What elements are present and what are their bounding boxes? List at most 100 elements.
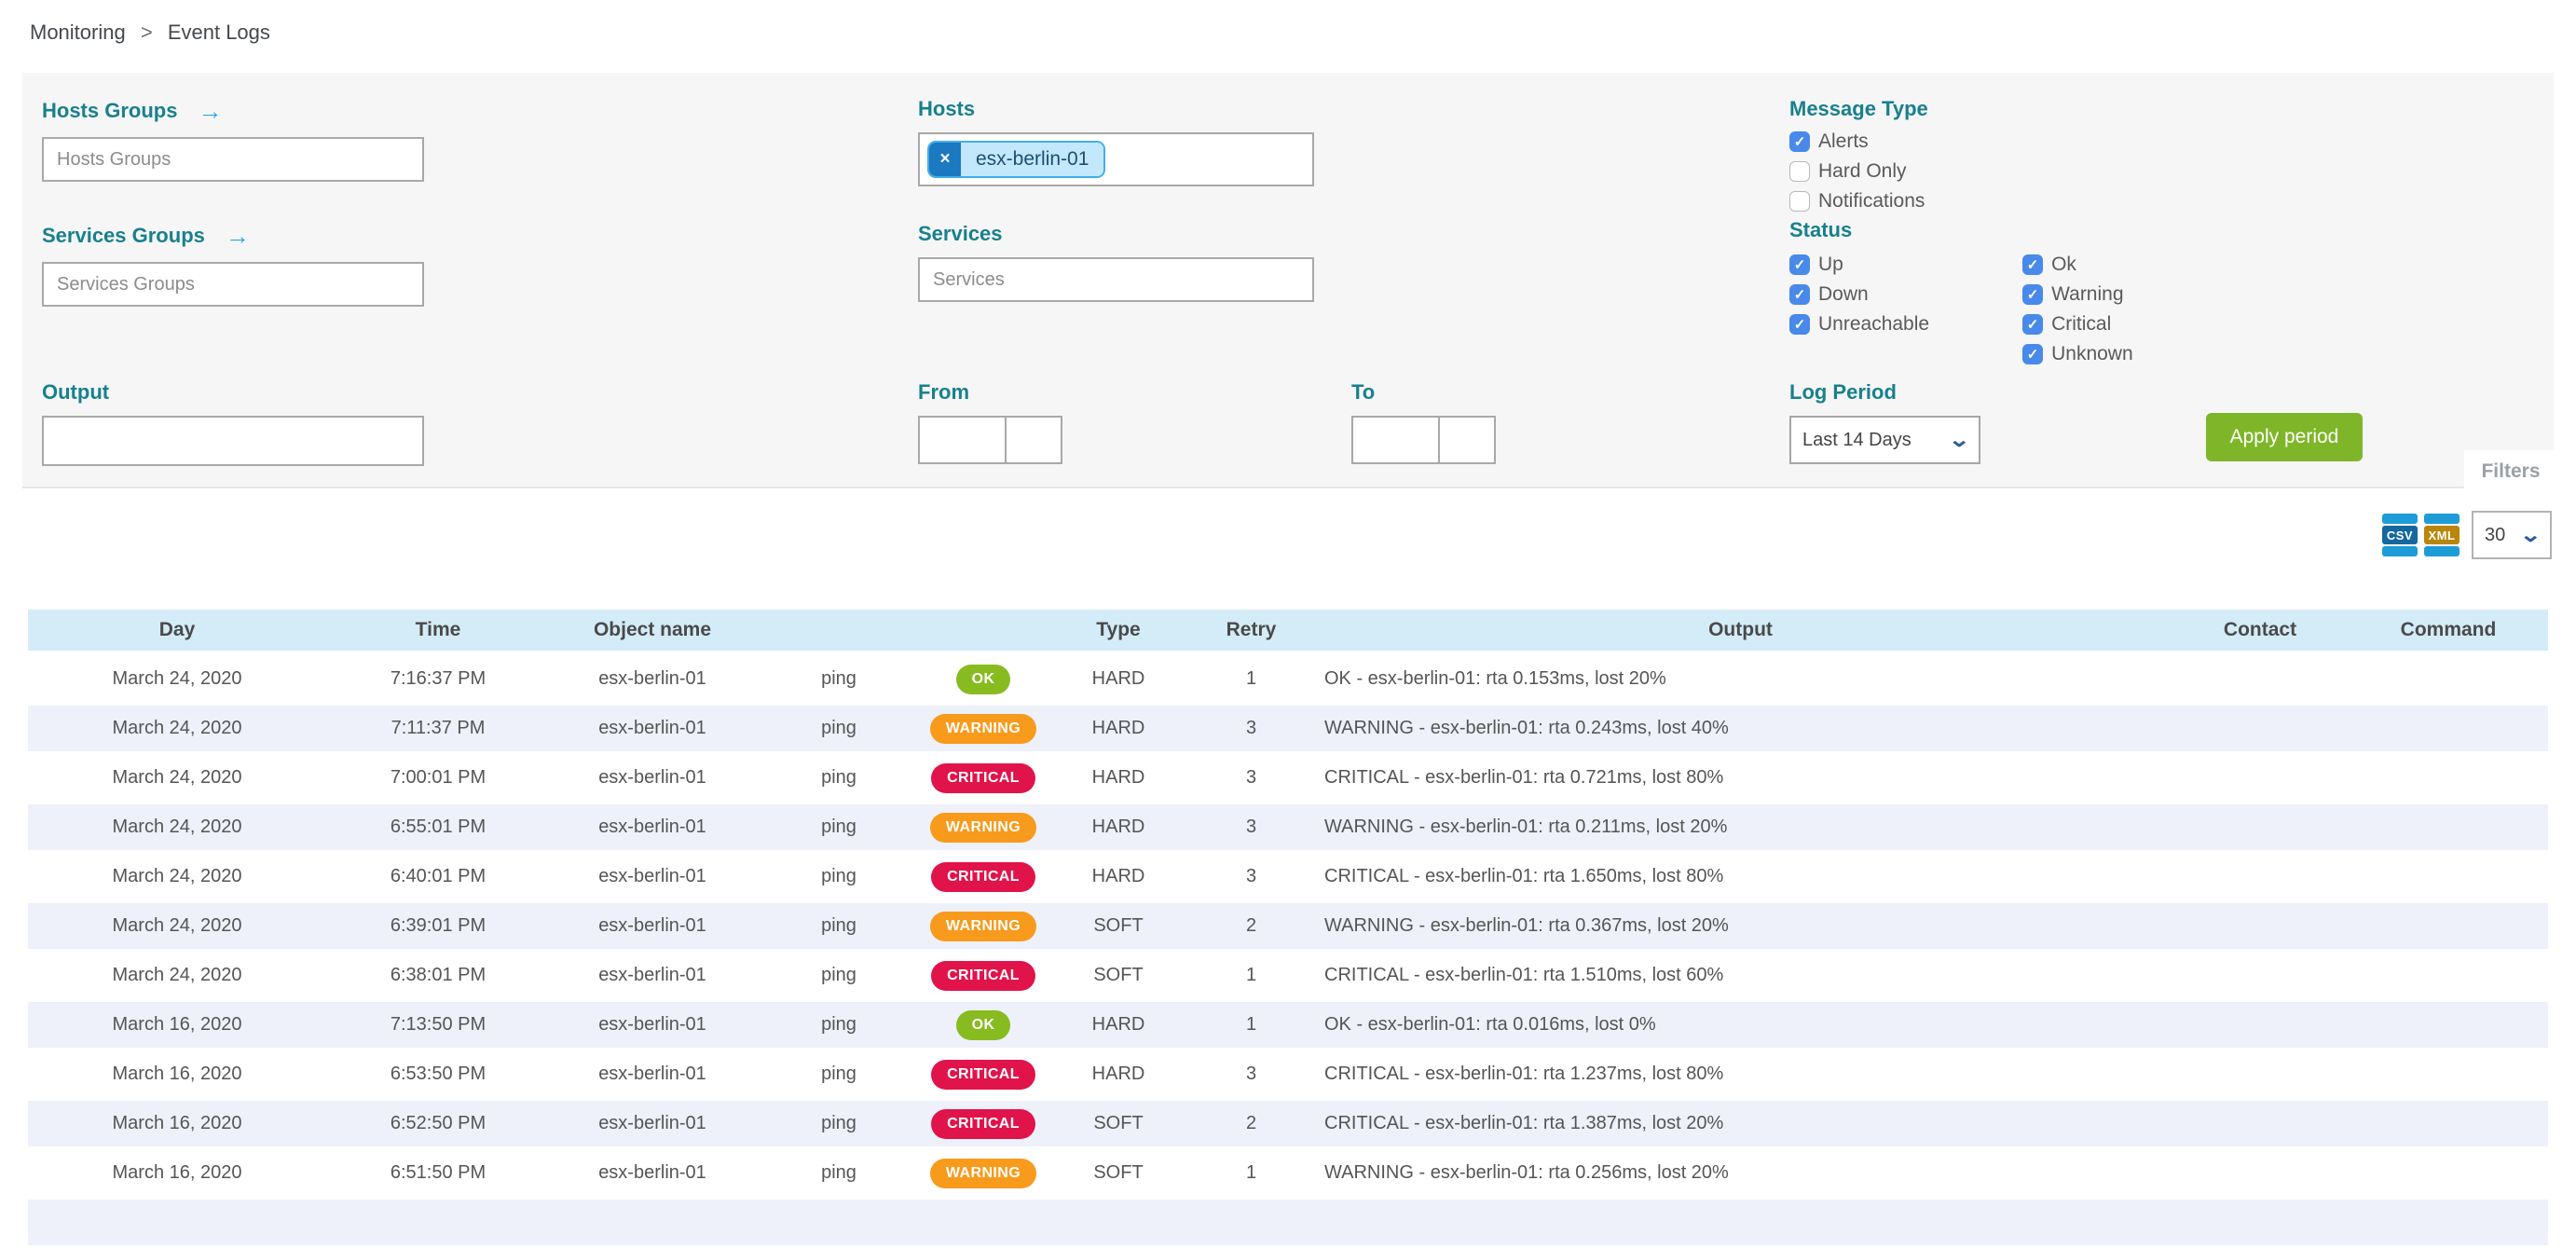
checkbox-label: Up	[1818, 254, 1843, 275]
cell-retry: 2	[1245, 1113, 1257, 1133]
hosts-input[interactable]: × esx-berlin-01	[918, 132, 1314, 186]
cell-service: ping	[821, 965, 856, 985]
event-log-row-partial	[28, 1198, 2548, 1247]
output-label: Output	[42, 380, 110, 404]
services-input[interactable]	[918, 257, 1314, 302]
cell-blank	[550, 1198, 755, 1247]
xml-file-shape	[2424, 514, 2460, 524]
services-groups-arrow-icon[interactable]: →	[225, 222, 250, 250]
checkbox-checked-icon[interactable]: ✓	[2022, 344, 2044, 364]
checkbox-checked-icon[interactable]: ✓	[1789, 254, 1810, 275]
xml-file-shape	[2424, 546, 2460, 556]
column-header-command[interactable]: Command	[2349, 610, 2548, 653]
status-badge: WARNING	[929, 911, 1037, 941]
output-filter: Output	[42, 380, 424, 466]
status-badge: OK	[955, 664, 1011, 694]
cell-contact	[2172, 653, 2349, 704]
cell-blank	[1044, 1198, 1193, 1247]
cell-service: ping	[821, 718, 856, 738]
column-header-object-name[interactable]: Object name	[550, 610, 755, 653]
cell-output: WARNING - esx-berlin-01: rta 0.243ms, lo…	[1324, 718, 1729, 738]
message-type-hard-only[interactable]: Hard Only	[1789, 160, 1928, 183]
message-type-alerts[interactable]: ✓ Alerts	[1789, 130, 1928, 153]
service-status-critical[interactable]: ✓ Critical	[2022, 313, 2133, 336]
event-log-row: March 16, 2020 7:13:50 PM esx-berlin-01 pin…	[28, 1000, 2548, 1050]
checkbox-checked-icon[interactable]: ✓	[1789, 284, 1810, 305]
service-status-unknown[interactable]: ✓ Unknown	[2022, 343, 2133, 365]
cell-contact	[2172, 1148, 2349, 1198]
cell-type: SOFT	[1093, 1113, 1144, 1133]
checkbox-checked-icon[interactable]: ✓	[2022, 314, 2044, 335]
cell-day: March 24, 2020	[112, 915, 242, 936]
column-header-blank	[923, 610, 1044, 653]
from-date-input[interactable]	[918, 416, 1007, 464]
column-header-output[interactable]: Output	[1309, 610, 2172, 653]
event-log-row: March 24, 2020 6:40:01 PM esx-berlin-01 pin…	[28, 852, 2548, 901]
column-header-contact[interactable]: Contact	[2172, 610, 2349, 653]
log-period-select[interactable]: Last 14 Days ⌄	[1789, 416, 1980, 464]
column-header-day[interactable]: Day	[28, 610, 326, 653]
checkbox-checked-icon[interactable]: ✓	[1789, 314, 1810, 335]
hosts-groups-arrow-icon[interactable]: →	[198, 97, 223, 125]
checkbox-unchecked-icon[interactable]	[1789, 161, 1810, 182]
host-status-up[interactable]: ✓ Up	[1789, 254, 1929, 276]
cell-status: WARNING	[923, 803, 1044, 852]
column-header-time[interactable]: Time	[326, 610, 550, 653]
export-csv-icon[interactable]: CSV	[2382, 514, 2418, 556]
cell-retry: 3	[1245, 1064, 1257, 1084]
service-status-ok[interactable]: ✓ Ok	[2022, 254, 2133, 276]
column-header-retry[interactable]: Retry	[1193, 610, 1309, 653]
cell-service: ping	[821, 1014, 856, 1035]
to-date-input[interactable]	[1351, 416, 1440, 464]
hosts-label: Hosts	[918, 97, 976, 120]
cell-day: March 24, 2020	[112, 718, 242, 738]
checkbox-checked-icon[interactable]: ✓	[2022, 284, 2044, 305]
message-type-options: ✓ Alerts Hard Only Notifications	[1789, 130, 1928, 213]
breadcrumb-separator: >	[140, 21, 153, 44]
cell-output: CRITICAL - esx-berlin-01: rta 1.510ms, l…	[1324, 965, 1724, 985]
checkbox-label: Warning	[2051, 283, 2124, 305]
cell-status: CRITICAL	[923, 1099, 1044, 1148]
cell-service: ping	[821, 1162, 856, 1183]
from-time-input[interactable]	[1005, 416, 1062, 464]
service-status-warning[interactable]: ✓ Warning	[2022, 283, 2133, 306]
table-toolbar: CSV XML 30 ⌄	[2382, 511, 2552, 559]
cell-command	[2349, 951, 2548, 1000]
message-type-filter: Message Type ✓ Alerts Hard Only Notificatio…	[1789, 97, 1928, 213]
services-groups-input[interactable]	[42, 262, 424, 307]
export-xml-icon[interactable]: XML	[2424, 514, 2460, 556]
cell-contact	[2172, 753, 2349, 803]
cell-object: esx-berlin-01	[598, 1162, 706, 1183]
cell-retry: 3	[1245, 866, 1257, 886]
cell-contact	[2172, 951, 2349, 1000]
remove-host-icon[interactable]: ×	[929, 143, 961, 176]
filters-panel-tab[interactable]: Filters	[2464, 450, 2557, 493]
cell-object: esx-berlin-01	[598, 965, 706, 985]
filters-panel: Hosts Groups→ Services Groups→ Hosts × e…	[22, 73, 2557, 493]
cell-status: WARNING	[923, 901, 1044, 951]
checkbox-checked-icon[interactable]: ✓	[2022, 254, 2044, 275]
event-log-row: March 24, 2020 6:55:01 PM esx-berlin-01 pin…	[28, 803, 2548, 852]
xml-file-label: XML	[2424, 526, 2460, 544]
cell-service: ping	[821, 1064, 856, 1084]
host-status-down[interactable]: ✓ Down	[1789, 283, 1929, 306]
checkbox-unchecked-icon[interactable]	[1789, 191, 1810, 212]
column-header-type[interactable]: Type	[1044, 610, 1193, 653]
apply-period-button[interactable]: Apply period	[2206, 413, 2363, 461]
breadcrumb-monitoring[interactable]: Monitoring	[30, 21, 126, 44]
cell-time: 6:52:50 PM	[390, 1113, 486, 1133]
to-time-input[interactable]	[1438, 416, 1496, 464]
cell-status: CRITICAL	[923, 753, 1044, 803]
message-type-notifications[interactable]: Notifications	[1789, 190, 1928, 213]
checkbox-checked-icon[interactable]: ✓	[1789, 131, 1810, 152]
output-input[interactable]	[42, 416, 424, 466]
hosts-groups-input[interactable]	[42, 137, 424, 182]
host-status-unreachable[interactable]: ✓ Unreachable	[1789, 313, 1929, 336]
cell-object: esx-berlin-01	[598, 668, 706, 689]
status-badge: WARNING	[929, 812, 1037, 843]
cell-retry: 1	[1245, 1014, 1257, 1035]
cell-command	[2349, 1099, 2548, 1148]
page-size-select[interactable]: 30 ⌄	[2472, 511, 2552, 559]
breadcrumb: Monitoring > Event Logs	[30, 21, 270, 45]
to-label: To	[1351, 380, 1376, 404]
